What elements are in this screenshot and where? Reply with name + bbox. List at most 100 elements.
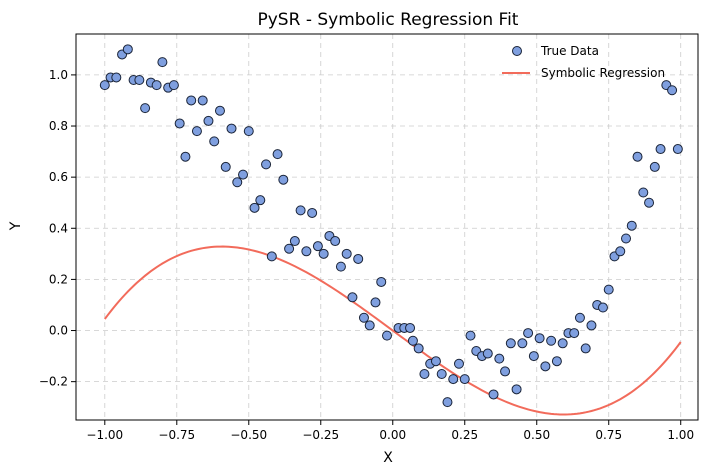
data-point [621,233,632,244]
data-point [453,358,464,369]
x-tick-label: 0.00 [379,428,406,442]
y-tick-label: 1.0 [49,68,68,82]
y-axis-title: Y [8,221,24,231]
data-point [511,384,522,395]
data-point [232,177,243,188]
y-tick-label: 0.6 [49,170,68,184]
data-point [505,338,516,349]
data-point [122,44,133,55]
data-point [482,348,493,359]
data-point [243,126,254,137]
data-point [278,174,289,185]
data-point [134,75,145,86]
data-point [191,126,202,137]
data-point [534,333,545,344]
x-tick-label: −0.25 [302,428,339,442]
data-point [261,159,272,170]
data-point [370,297,381,308]
data-point [436,368,447,379]
y-tick-label: 0.0 [49,324,68,338]
data-point [405,322,416,333]
scatter-points [99,44,683,408]
data-point [214,105,225,116]
data-point [220,161,231,172]
data-point [197,95,208,106]
data-point [111,72,122,83]
data-point [494,353,505,364]
data-point [632,151,643,162]
x-tick-label: −0.50 [230,428,267,442]
data-point [442,397,453,408]
data-point [99,80,110,91]
data-point [569,328,580,339]
y-tick-label: −0.2 [39,375,68,389]
data-point [586,320,597,331]
data-point [168,80,179,91]
data-point [238,169,249,180]
chart-title: PySR - Symbolic Regression Fit [258,10,519,30]
data-point [203,115,214,126]
data-point [419,368,430,379]
data-point [226,123,237,134]
data-point [557,338,568,349]
data-point [295,205,306,216]
data-point [364,320,375,331]
data-point [266,251,277,262]
x-tick-label: −1.00 [86,428,123,442]
y-tick-label: 0.8 [49,119,68,133]
y-axis-ticks: −0.2 0.0 0.2 0.4 0.6 0.8 1.0 [39,68,76,389]
x-tick-label: −0.75 [158,428,195,442]
data-point [347,292,358,303]
x-tick-label: 1.00 [667,428,694,442]
data-point [574,312,585,323]
data-point [289,236,300,247]
legend-label-symbolic-regression: Symbolic Regression [541,66,665,80]
data-point [382,330,392,341]
data-point [667,85,678,96]
data-point [465,330,476,341]
data-point [523,328,534,339]
data-point [528,351,539,362]
data-point [376,276,387,287]
data-point [615,246,626,257]
data-point [318,248,329,259]
data-point [597,302,608,313]
data-point [151,80,162,91]
data-point [655,144,666,155]
data-point [307,207,318,218]
data-point [551,356,562,367]
data-point [335,261,346,272]
data-point [330,236,341,247]
data-point [209,136,220,147]
data-point [353,253,364,264]
data-point [649,161,660,172]
data-point [459,374,470,385]
x-axis-ticks: −1.00 −0.75 −0.50 −0.25 0.00 0.25 0.50 0.75 1.00 [86,420,694,442]
x-tick-label: 0.75 [595,428,622,442]
symbolic-regression-line [104,245,682,416]
legend-marker-true-data [512,46,522,56]
data-point [448,374,459,385]
data-point [255,195,266,206]
data-point [540,361,551,372]
grid-lines [76,34,698,420]
data-point [603,284,614,295]
x-axis-title: X [383,450,393,466]
data-point [517,338,528,349]
legend: True Data Symbolic Regression [502,44,665,80]
data-point [157,57,168,68]
data-point [407,335,418,346]
legend-label-true-data: True Data [540,44,599,58]
x-tick-label: 0.25 [451,428,478,442]
data-point [638,187,649,198]
data-point [546,335,557,346]
fit-line-layer [104,245,682,416]
data-point [312,241,323,252]
data-point [626,220,637,231]
data-point [180,151,191,162]
data-point [301,246,312,257]
data-point [284,243,295,254]
data-point [430,356,441,367]
data-point [174,118,185,129]
